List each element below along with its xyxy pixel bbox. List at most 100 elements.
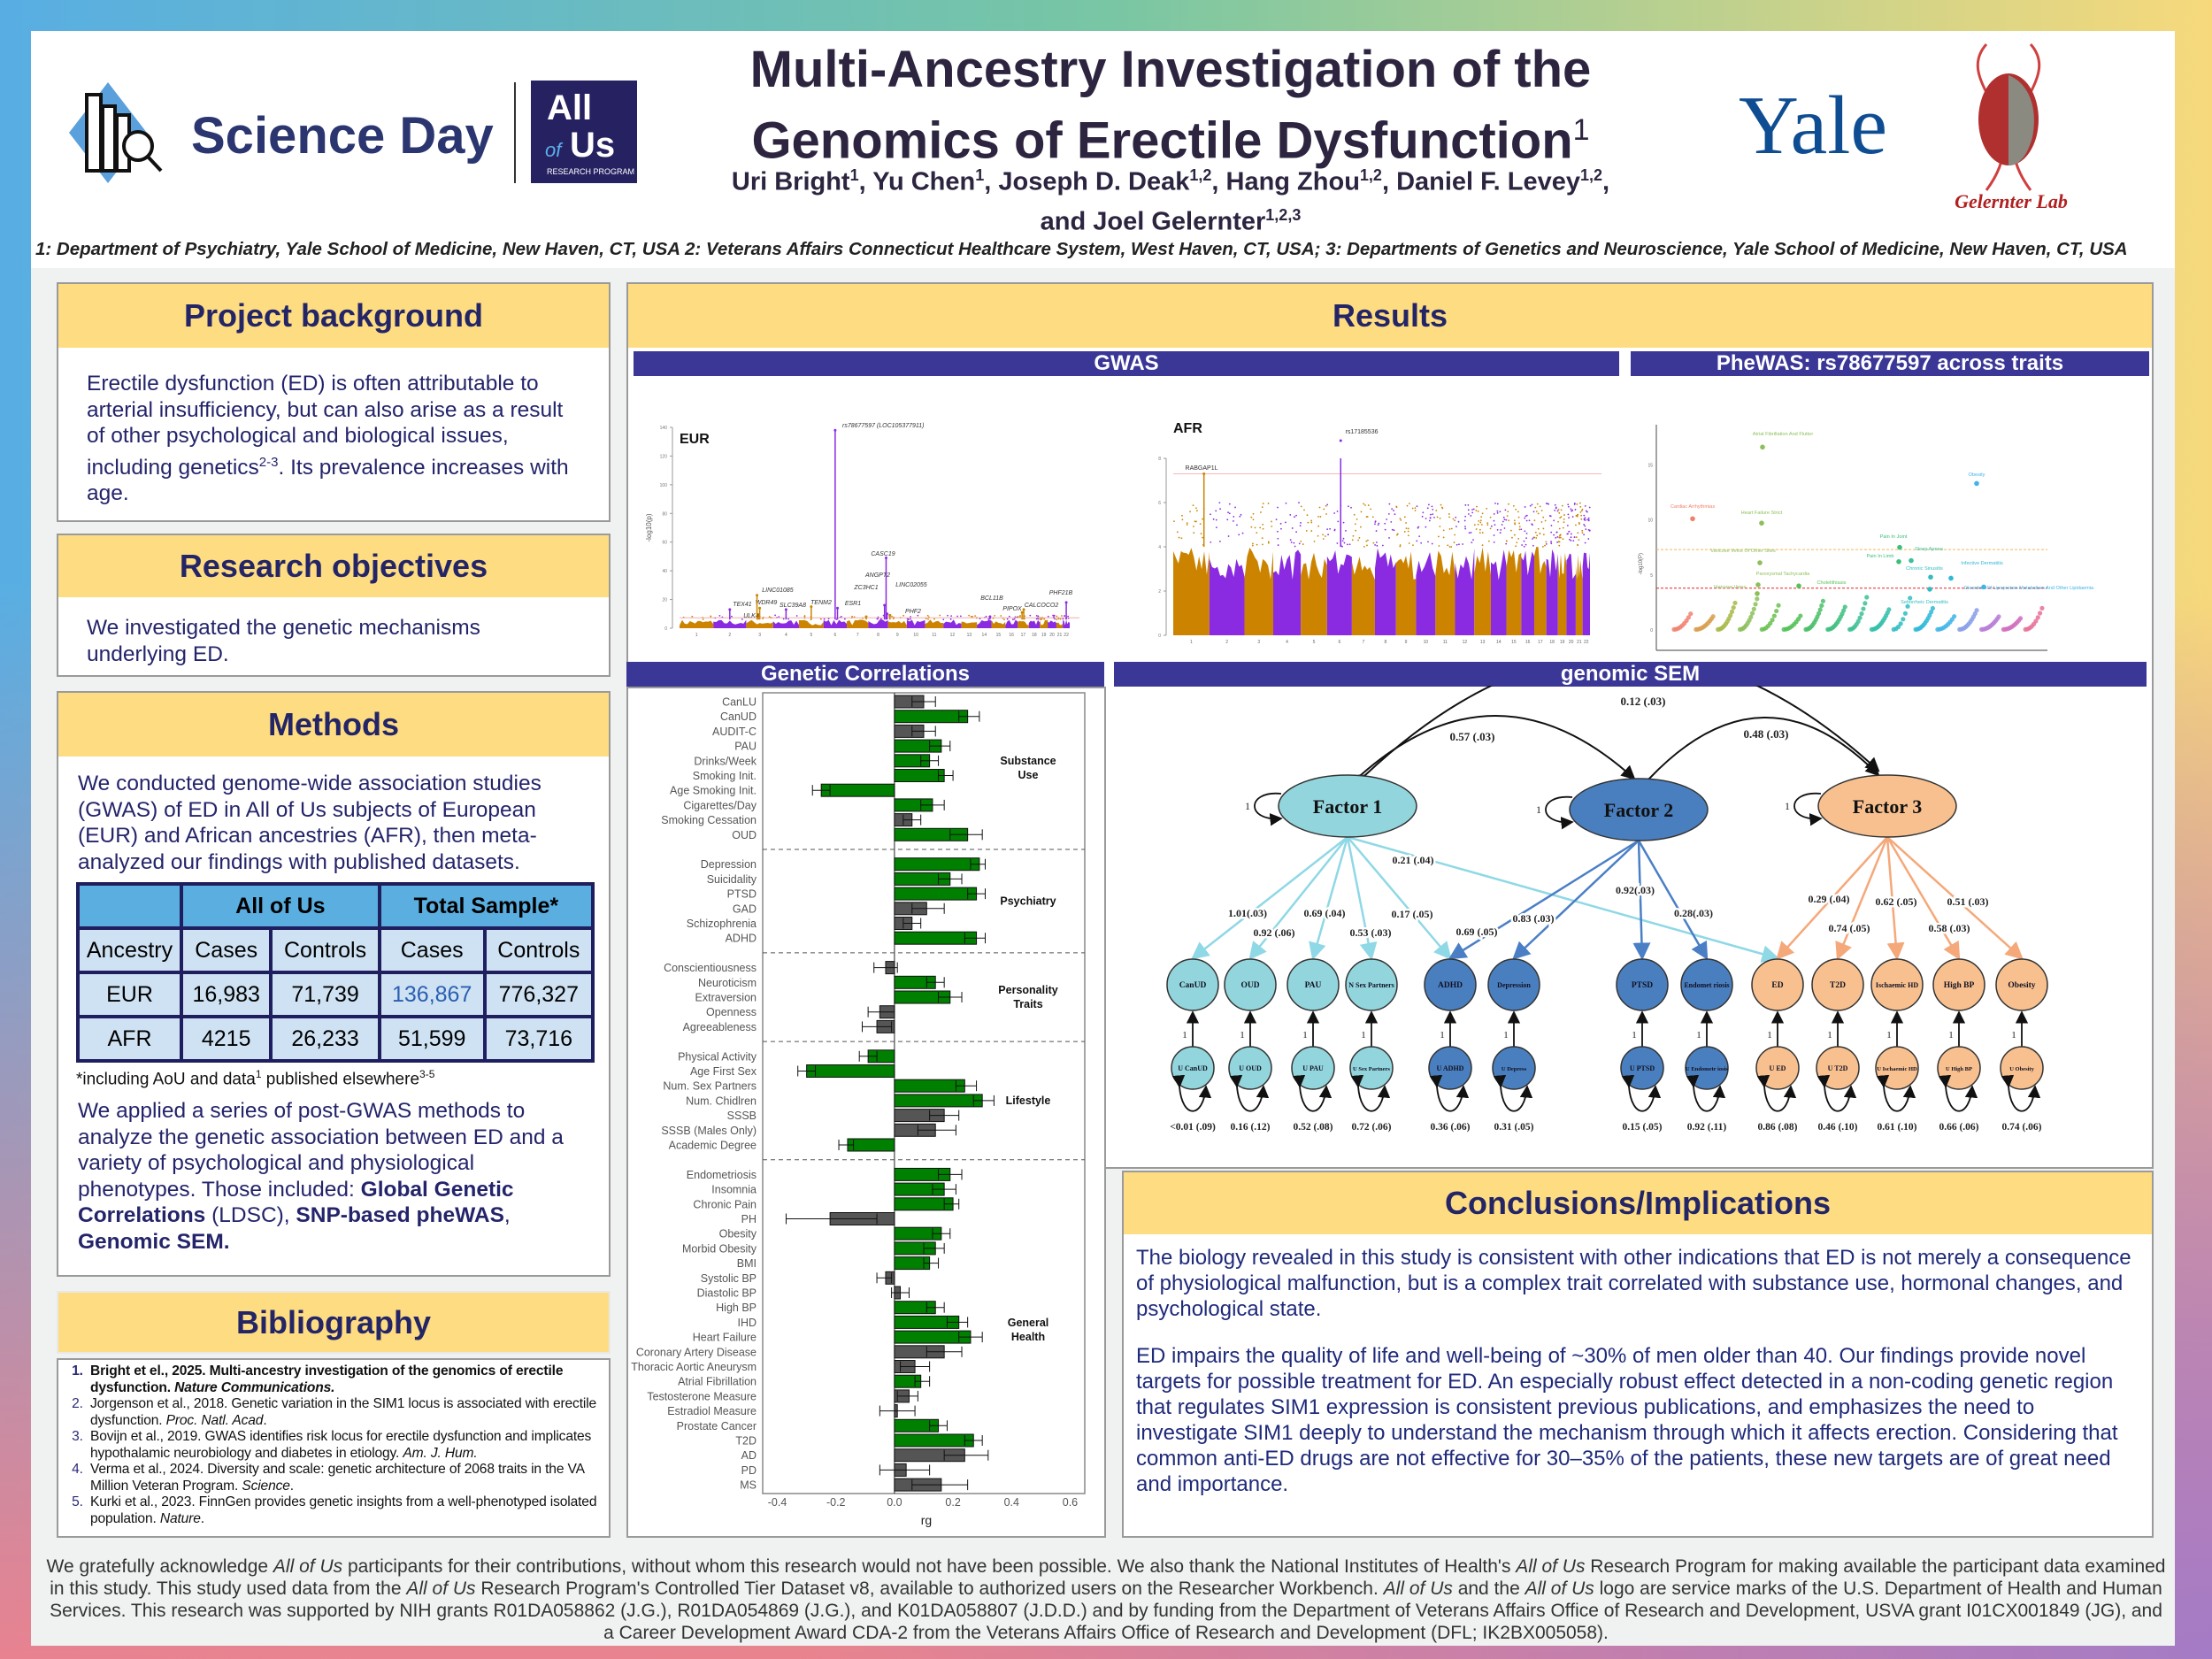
y-tick-label: 4 [1158,545,1161,550]
chromosome-band [1474,547,1491,635]
indicator-node [1751,958,1804,1011]
snp-point [1518,528,1521,531]
title-line: Genomics of Erectile Dysfunction [751,111,1573,170]
snp-point [1195,520,1197,523]
fixed-value-label: 1 [1361,1030,1366,1041]
chromosome-band [1566,553,1576,635]
correlation-bar [894,887,978,901]
trait-label: Heart Failure [693,1332,757,1344]
snp-point [1587,518,1590,521]
snp-point [1215,526,1217,529]
covariance-label: 0.48 (.03) [1744,727,1789,741]
x-tick-label: 6 [1338,640,1340,645]
peak-label: LINC02055 [895,582,927,588]
trait-label: Insomnia [711,1184,757,1196]
snp-point [1464,515,1467,518]
snp-point [1393,529,1395,532]
author-superscript: 1,2 [1359,166,1382,184]
fixed-value-label: 1 [1536,803,1541,816]
snp-point [803,615,806,617]
phewas-point [1817,607,1823,612]
snp-point [1558,527,1561,530]
snp-point [1432,513,1434,516]
group-label: Lifestyle [1006,1094,1051,1107]
snp-point [1327,534,1329,536]
x-tick-label: 1 [695,633,698,638]
table-cell: 71,739 [269,971,381,1018]
correlation-bar [894,710,969,724]
snp-point [1479,521,1482,524]
snp-point [1557,520,1559,523]
y-tick-label: 0 [1650,628,1653,634]
y-tick-label: 10 [1647,518,1653,524]
snp-point [1480,524,1483,526]
factor-node [1569,778,1709,841]
phewas-point [1686,615,1692,620]
table-header [76,882,183,930]
snp-point [1587,517,1590,519]
snp-point [1581,532,1584,534]
trait-label: CanUD [720,710,757,723]
snp-point [1377,524,1379,526]
snp-point [1448,546,1451,548]
snp-point [942,618,945,621]
footer-text: logo are service marks of the U.S. Depar… [50,1578,2162,1643]
chromosome-band [1416,551,1436,635]
indicator-node [1811,958,1864,1011]
snp-point [1210,541,1212,543]
snp-point [1438,545,1440,547]
snp-point [1189,511,1191,513]
section-title: Research objectives [58,535,609,597]
poster-title: Multi-Ancestry Investigation of the Geno… [619,40,1722,171]
phewas-point [1771,613,1777,618]
reference-text: Bright et el., 2025. Multi-ancestry inve… [90,1363,564,1395]
loading-label: 0.21 (.04) [1393,854,1434,866]
snp-point [1568,530,1571,533]
residual-loop [1493,1074,1533,1112]
bibliography-panel: Bright et el., 2025. Multi-ancestry inve… [57,1358,611,1538]
snp-point [1467,503,1470,506]
snp-point [1536,534,1539,537]
loading-label: 0.53 (.03) [1350,926,1392,939]
chromosome-band [1575,554,1583,635]
snp-point [949,618,952,620]
snp-point [1544,519,1547,522]
fixed-value-label: 1 [1182,1030,1187,1041]
snp-point [879,618,882,620]
snp-point [1262,527,1264,530]
snp-point [1366,544,1368,547]
phewas-point [1749,611,1755,616]
footer-text: participants for their contributions, wi… [342,1556,1517,1577]
x-tick-label: 22 [1584,640,1589,645]
snp-point [1271,525,1273,527]
unique-label: U OUD [1239,1064,1262,1072]
snp-point [1553,534,1555,536]
snp-point [1569,538,1571,541]
snp-point [795,615,798,617]
unique-label: U ED [1770,1064,1786,1072]
loading-label: 0.17 (.05) [1392,908,1433,920]
snp-point [1285,502,1287,504]
snp-point [1453,541,1455,543]
table-column-header: Cases [377,926,487,974]
snp-point [841,615,842,618]
snp-point [1583,514,1586,517]
trait-label: Obesity [719,1228,757,1240]
snp-point [1437,535,1440,538]
x-tick-label: 3 [1257,640,1260,645]
x-tick-label: 7 [856,633,859,638]
reference-tail: . [200,1510,204,1526]
unique-label: U Endometr iosis [1686,1066,1728,1072]
peak-label: SLC39A8 [780,603,806,609]
snp-point [1566,533,1569,535]
phewas-point [1731,605,1736,611]
snp-point [1351,539,1354,541]
snp-point [1325,535,1326,537]
lab-name: Gelernter Lab [1955,190,2068,212]
snp-point [909,618,911,620]
phewas-label: Paroxysmal Tachycardia [1756,572,1810,577]
snp-point [1352,534,1355,537]
snp-point [1353,513,1356,516]
snp-point [1500,528,1502,531]
snp-point [1226,518,1229,521]
